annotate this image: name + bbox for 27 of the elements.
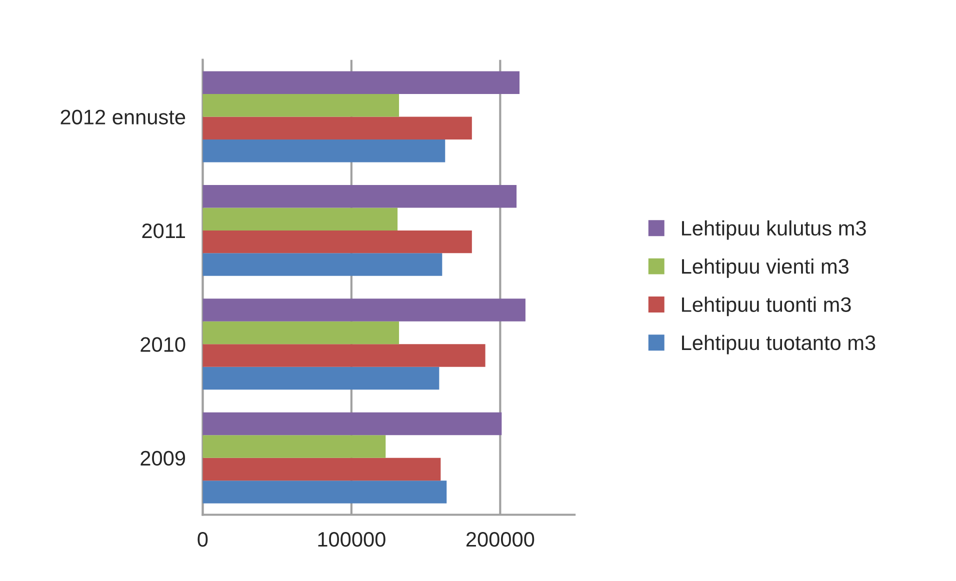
y-tick-label: 2012 ennuste [60,110,186,124]
bar [202,412,502,436]
bar [202,321,400,344]
bar [202,480,447,504]
bar [202,208,398,230]
legend-label: Lehtipuu tuotanto m3 [682,334,876,354]
bar [202,94,400,117]
bar [202,458,441,481]
bar [202,253,442,276]
bar [202,116,472,140]
y-tick-label: 2011 [142,223,185,238]
bar [202,435,386,458]
x-tick-label: 100000 [318,532,386,547]
bar [202,184,517,208]
x-tick-label: 200000 [466,532,534,547]
legend-label: Lehtipuu tuonti m3 [682,296,851,316]
y-tick-label: 2010 [140,337,186,352]
x-tick-label: 0 [198,532,208,547]
bar [202,344,486,367]
bar [202,366,440,390]
y-tick-label: 2009 [140,450,186,466]
legend-label: Lehtipuu vienti m3 [682,258,849,278]
bar [202,298,526,322]
bar [202,139,446,162]
bar [202,71,520,94]
legend-label: Lehtipuu kulutus m3 [682,220,866,240]
bar [202,230,472,254]
